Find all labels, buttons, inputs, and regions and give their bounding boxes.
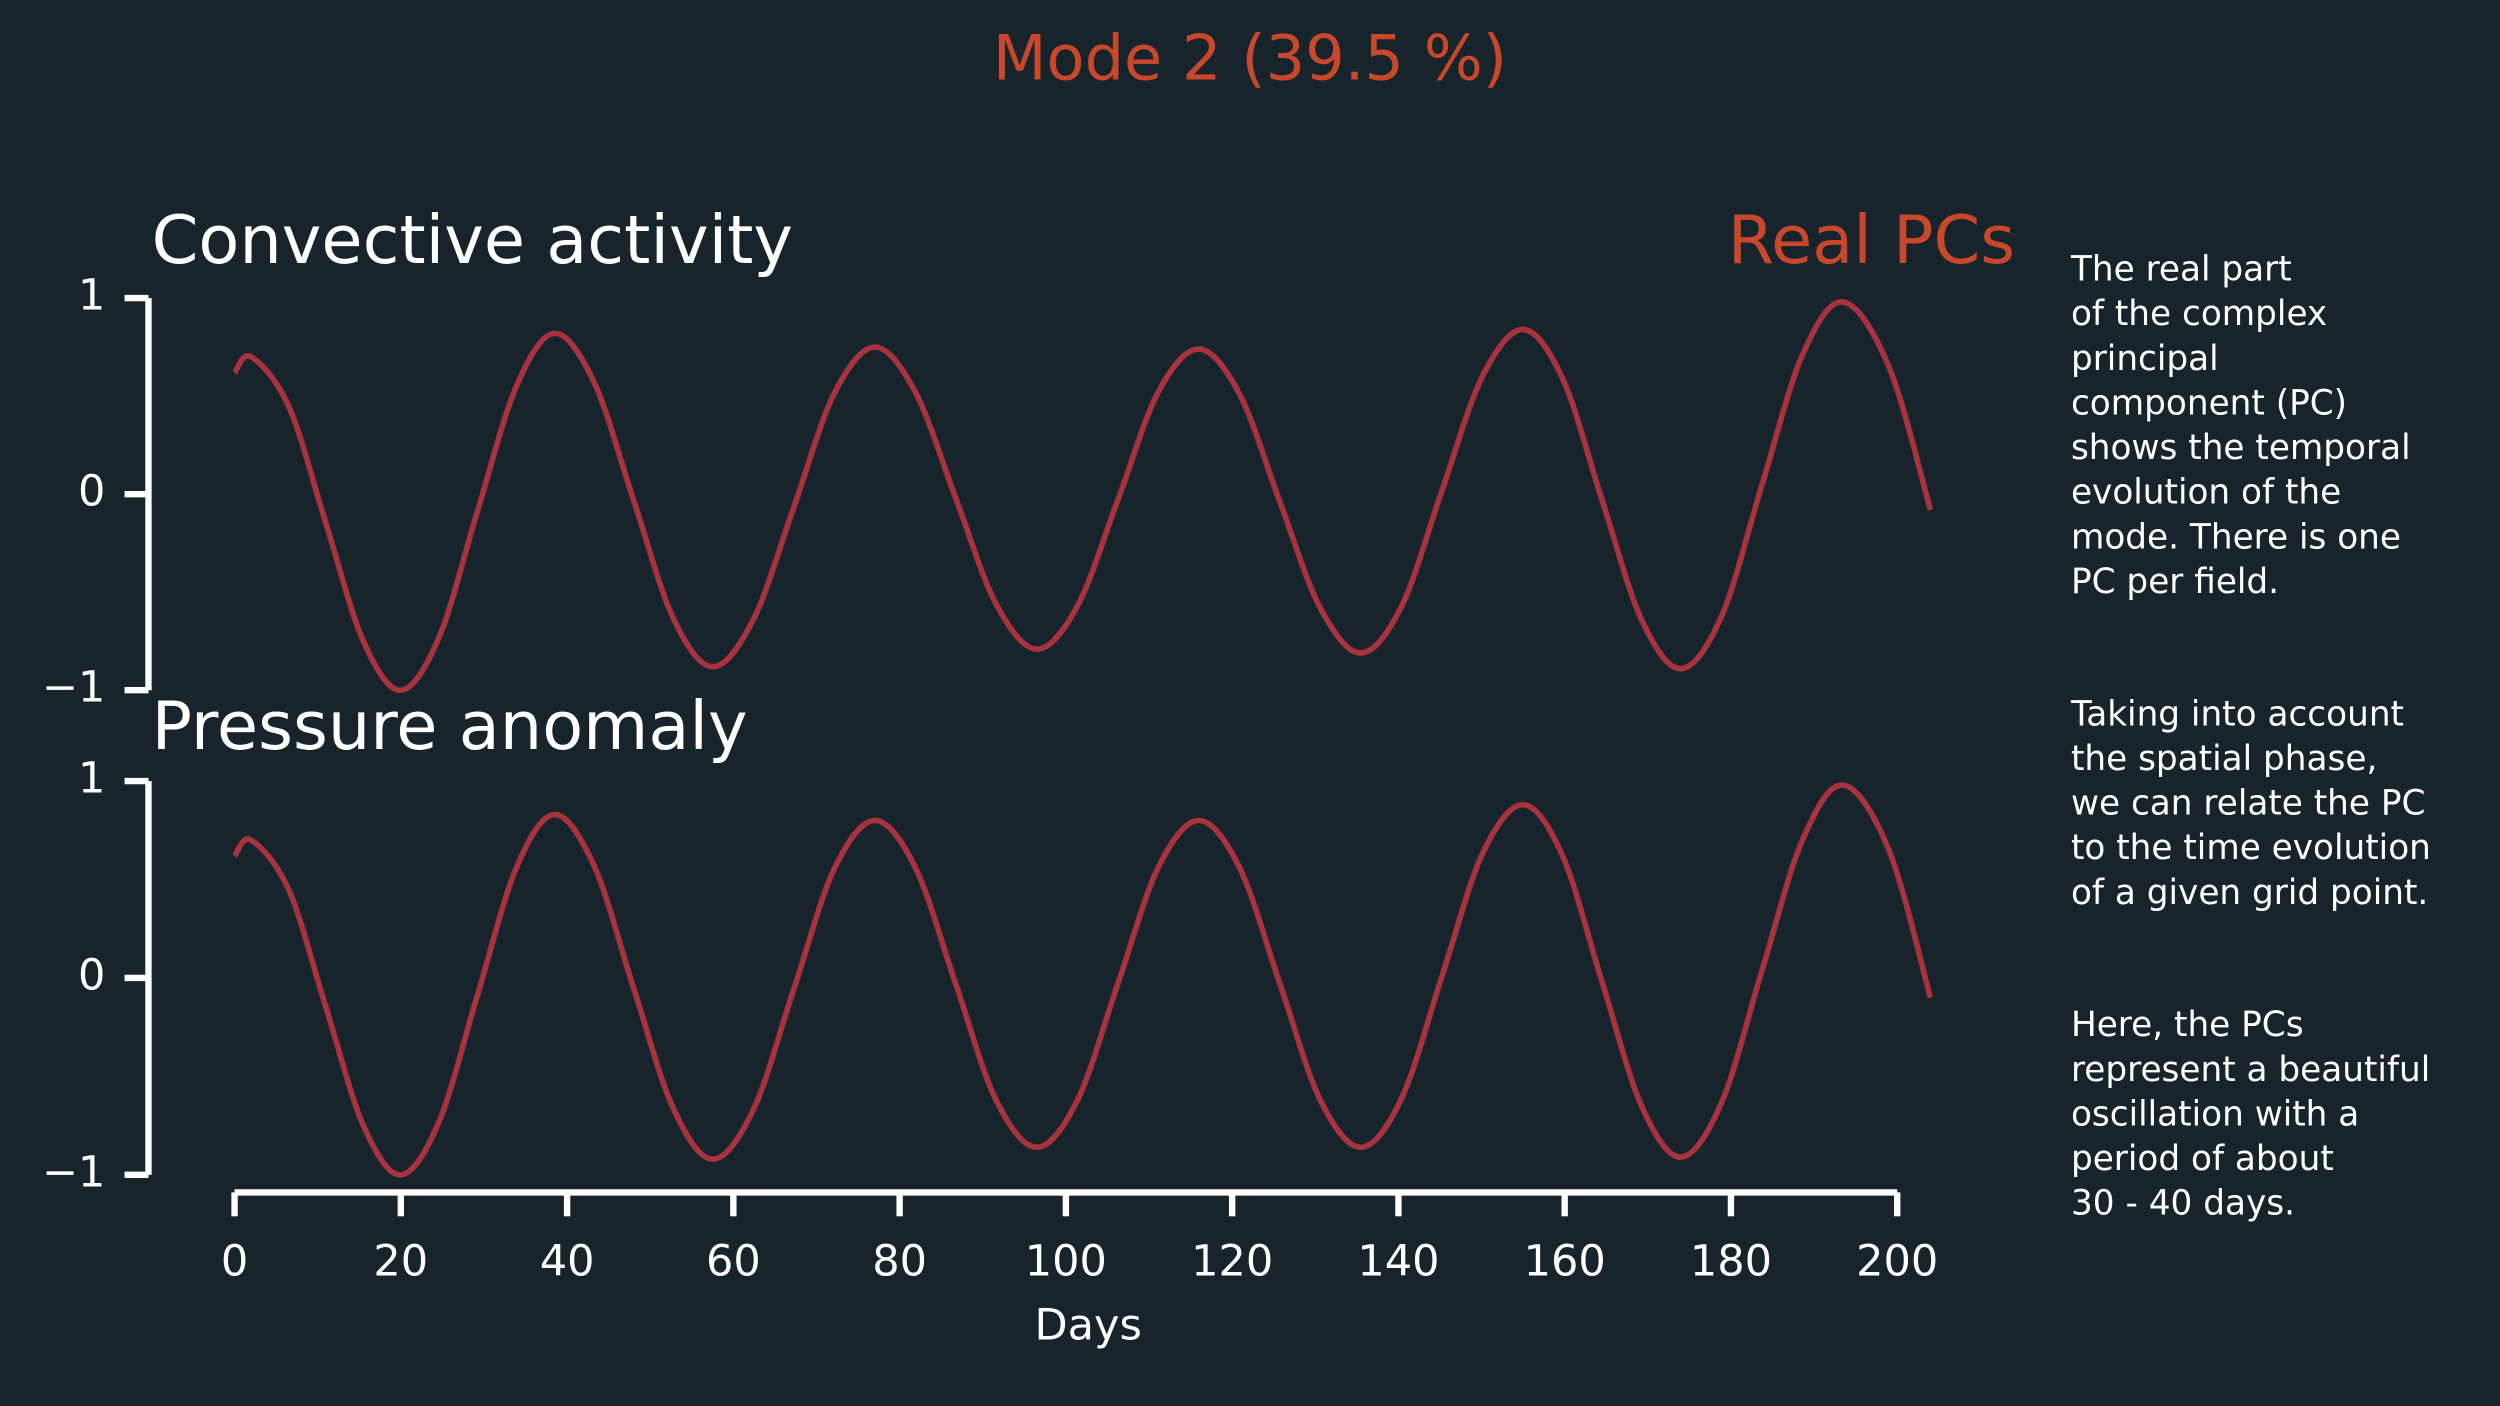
- note-line: represent a beautiful: [2071, 1050, 2430, 1090]
- note-line: to the time evolution: [2071, 828, 2431, 868]
- note-line: shows the temporal: [2071, 428, 2411, 468]
- note-line: period of about: [2071, 1139, 2334, 1179]
- note-line: component (PC): [2071, 383, 2347, 423]
- annotation: Real PCs: [1728, 201, 2016, 279]
- note-line: mode. There is one: [2071, 517, 2401, 557]
- note-line: of the complex: [2071, 294, 2327, 334]
- note-line: 30 - 40 days.: [2071, 1184, 2295, 1224]
- y-tick-label: 0: [78, 467, 105, 517]
- pc-line: [232, 782, 1934, 1178]
- x-tick-label: 160: [1524, 1237, 1606, 1287]
- x-tick-label: 180: [1690, 1237, 1772, 1287]
- x-tick-label: 80: [872, 1237, 927, 1287]
- note-line: the spatial phase,: [2071, 739, 2377, 779]
- note-line: we can relate the PC: [2071, 784, 2426, 824]
- y-tick-label: 0: [78, 950, 105, 1000]
- note-line: The real part: [2070, 250, 2292, 290]
- x-tick-label: 0: [221, 1237, 248, 1287]
- x-tick-label: 60: [706, 1237, 761, 1287]
- x-tick-label: 40: [540, 1237, 595, 1287]
- x-axis-label: Days: [1035, 1300, 1142, 1350]
- note-line: evolution of the: [2071, 473, 2341, 513]
- note-line: Here, the PCs: [2071, 1005, 2304, 1045]
- note-line: oscillation with a: [2071, 1094, 2359, 1134]
- y-tick-label: −1: [42, 663, 105, 713]
- x-tick-label: 200: [1856, 1237, 1938, 1287]
- y-tick-label: −1: [42, 1147, 105, 1197]
- note-line: PC per field.: [2071, 562, 2279, 602]
- x-tick-label: 140: [1357, 1237, 1439, 1287]
- y-tick-label: 1: [78, 754, 105, 804]
- subplot-title: Convective activity: [152, 201, 793, 279]
- pc-line: [232, 299, 1934, 694]
- note-line: principal: [2071, 339, 2219, 379]
- note-line: of a given grid point.: [2071, 873, 2428, 913]
- note-line: Taking into account: [2070, 694, 2404, 734]
- figure-title: Mode 2 (39.5 %): [993, 22, 1507, 95]
- x-tick-label: 120: [1191, 1237, 1273, 1287]
- x-tick-label: 20: [373, 1237, 428, 1287]
- x-tick-label: 100: [1025, 1237, 1107, 1287]
- y-tick-label: 1: [78, 271, 105, 321]
- subplot-title: Pressure anomaly: [152, 687, 748, 765]
